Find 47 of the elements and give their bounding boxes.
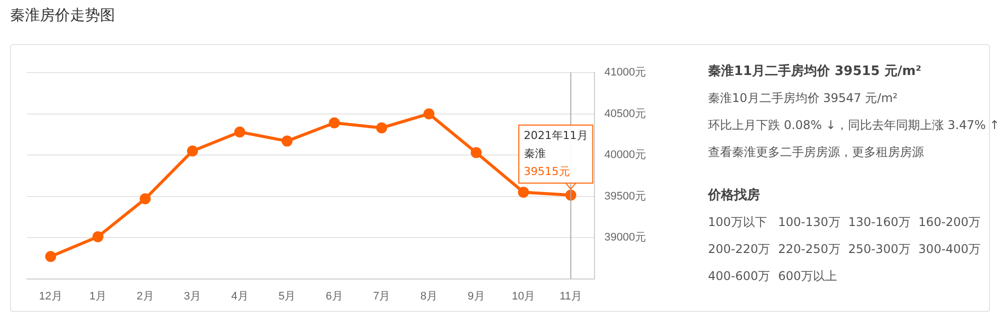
- y-tick-label: 40000元: [604, 149, 646, 162]
- x-tick-label: 3月: [184, 290, 202, 302]
- y-tick-label: 41000元: [604, 66, 646, 79]
- text: 200-220万: [708, 241, 770, 258]
- y-tick-label: 39500元: [604, 190, 646, 202]
- annotation: 2021年11月: [524, 128, 588, 142]
- x-tick-label: 2月: [136, 290, 154, 302]
- text: 查看秦淮更多二手房房源，更多租房房源: [708, 144, 925, 161]
- text: 300-400万: [918, 241, 981, 258]
- x-tick-label: 11月: [560, 290, 582, 302]
- text: 160-200万: [918, 214, 981, 231]
- point: [470, 147, 482, 158]
- y-tick-label: 39000元: [604, 232, 646, 244]
- chart-title: 秦淮房价走势图: [10, 6, 115, 25]
- x-tick-label: 4月: [231, 290, 248, 302]
- text: 600万以上: [778, 268, 838, 285]
- text: 秦淮: [524, 146, 546, 160]
- text: 秦淮10月二手房均价 39547 元/m²: [708, 90, 899, 107]
- data-label: 39515元: [524, 164, 570, 178]
- x-tick-label: 10月: [512, 290, 536, 302]
- point: [328, 117, 340, 128]
- x-tick-label: 8月: [420, 290, 438, 302]
- point: [376, 122, 388, 134]
- x-tick-label: 7月: [373, 290, 390, 302]
- x-tick-label: 9月: [468, 290, 485, 302]
- point: [423, 108, 434, 120]
- text: 220-250万: [778, 241, 840, 258]
- point: [92, 231, 104, 242]
- x-tick-label: 6月: [326, 290, 343, 302]
- x-tick-label: 1月: [89, 290, 106, 302]
- text: 100万以下: [708, 214, 768, 231]
- point: [140, 193, 151, 204]
- x-tick-label: 5月: [278, 290, 296, 302]
- y-tick-label: 40500元: [604, 108, 646, 120]
- point: [282, 136, 293, 147]
- point: [45, 251, 56, 262]
- text: 环比上月下跌 0.08% ↓，同比去年同期上涨 3.47% ↑: [708, 117, 1000, 134]
- text: 400-600万: [708, 268, 770, 285]
- text: 秦淮11月二手房均价 39515 元/m²: [708, 62, 922, 80]
- text: 100-130万: [778, 214, 840, 231]
- text: 价格找房: [708, 186, 761, 204]
- x-tick-label: 12月: [39, 290, 62, 302]
- point: [518, 186, 529, 198]
- point: [234, 126, 246, 138]
- point: [186, 145, 198, 156]
- text: 250-300万: [848, 241, 910, 258]
- text: 130-160万: [848, 214, 910, 231]
